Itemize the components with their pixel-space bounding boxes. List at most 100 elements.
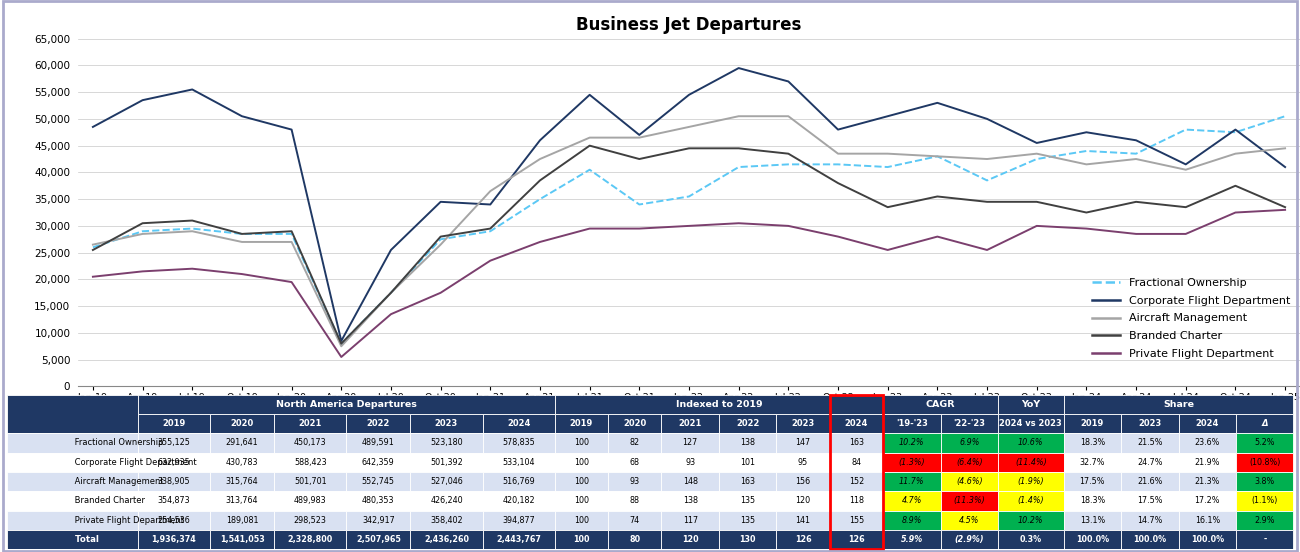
- FancyBboxPatch shape: [1063, 433, 1121, 453]
- Text: North America Departures: North America Departures: [276, 400, 417, 409]
- Text: 1,936,374: 1,936,374: [152, 535, 196, 544]
- Text: 2024 vs 2023: 2024 vs 2023: [1000, 419, 1062, 428]
- Text: 141: 141: [796, 516, 811, 525]
- Text: 95: 95: [798, 458, 809, 467]
- Text: 2.9%: 2.9%: [1254, 516, 1275, 525]
- FancyBboxPatch shape: [211, 491, 274, 511]
- Text: 163: 163: [740, 477, 755, 486]
- FancyBboxPatch shape: [482, 472, 555, 491]
- Text: 394,877: 394,877: [502, 516, 536, 525]
- Text: Indexed to 2019: Indexed to 2019: [676, 400, 762, 409]
- FancyBboxPatch shape: [719, 453, 776, 472]
- FancyBboxPatch shape: [211, 511, 274, 530]
- FancyBboxPatch shape: [274, 511, 346, 530]
- FancyBboxPatch shape: [998, 511, 1063, 530]
- FancyBboxPatch shape: [1121, 511, 1179, 530]
- Text: 155: 155: [849, 516, 864, 525]
- FancyBboxPatch shape: [608, 453, 662, 472]
- Text: 138: 138: [682, 496, 698, 506]
- FancyBboxPatch shape: [662, 472, 719, 491]
- FancyBboxPatch shape: [555, 511, 608, 530]
- Text: 2020: 2020: [230, 419, 254, 428]
- FancyBboxPatch shape: [883, 530, 941, 549]
- FancyBboxPatch shape: [138, 453, 211, 472]
- FancyBboxPatch shape: [719, 491, 776, 511]
- Text: 578,835: 578,835: [502, 438, 536, 448]
- FancyBboxPatch shape: [1063, 414, 1121, 433]
- FancyBboxPatch shape: [998, 395, 1063, 414]
- Text: 8.9%: 8.9%: [902, 516, 922, 525]
- Text: Share: Share: [1164, 400, 1195, 409]
- Text: 358,402: 358,402: [430, 516, 463, 525]
- FancyBboxPatch shape: [482, 433, 555, 453]
- FancyBboxPatch shape: [608, 491, 662, 511]
- Text: 2024: 2024: [845, 419, 868, 428]
- Text: 100: 100: [573, 535, 590, 544]
- FancyBboxPatch shape: [346, 433, 411, 453]
- Text: 4.5%: 4.5%: [959, 516, 979, 525]
- FancyBboxPatch shape: [555, 395, 883, 414]
- FancyBboxPatch shape: [998, 491, 1063, 511]
- Text: Total: Total: [73, 535, 99, 544]
- Text: 338,905: 338,905: [157, 477, 190, 486]
- FancyBboxPatch shape: [608, 472, 662, 491]
- FancyBboxPatch shape: [829, 433, 883, 453]
- FancyBboxPatch shape: [138, 491, 211, 511]
- FancyBboxPatch shape: [608, 433, 662, 453]
- FancyBboxPatch shape: [138, 414, 211, 433]
- Text: 552,745: 552,745: [361, 477, 395, 486]
- FancyBboxPatch shape: [138, 530, 211, 549]
- Text: CAGR: CAGR: [926, 400, 955, 409]
- FancyBboxPatch shape: [6, 530, 138, 549]
- FancyBboxPatch shape: [829, 530, 883, 549]
- FancyBboxPatch shape: [941, 414, 998, 433]
- Text: 430,783: 430,783: [226, 458, 259, 467]
- FancyBboxPatch shape: [662, 433, 719, 453]
- Text: 120: 120: [682, 535, 698, 544]
- Text: 588,423: 588,423: [294, 458, 326, 467]
- Text: 642,359: 642,359: [361, 458, 395, 467]
- Text: 82: 82: [629, 438, 640, 448]
- Text: 21.5%: 21.5%: [1138, 438, 1162, 448]
- FancyBboxPatch shape: [211, 414, 274, 433]
- Text: 18.3%: 18.3%: [1080, 438, 1105, 448]
- FancyBboxPatch shape: [1236, 530, 1294, 549]
- FancyBboxPatch shape: [346, 472, 411, 491]
- Text: 2024: 2024: [507, 419, 530, 428]
- FancyBboxPatch shape: [883, 491, 941, 511]
- FancyBboxPatch shape: [6, 453, 138, 472]
- FancyBboxPatch shape: [274, 414, 346, 433]
- Text: Branded Charter: Branded Charter: [73, 496, 146, 506]
- Text: 480,353: 480,353: [363, 496, 395, 506]
- FancyBboxPatch shape: [1063, 395, 1294, 414]
- FancyBboxPatch shape: [346, 491, 411, 511]
- Text: 13.1%: 13.1%: [1080, 516, 1105, 525]
- FancyBboxPatch shape: [411, 414, 482, 433]
- FancyBboxPatch shape: [776, 530, 829, 549]
- Text: 93: 93: [685, 458, 696, 467]
- Text: 127: 127: [682, 438, 698, 448]
- Text: Δ: Δ: [1261, 419, 1268, 428]
- FancyBboxPatch shape: [555, 472, 608, 491]
- FancyBboxPatch shape: [1063, 511, 1121, 530]
- Text: 80: 80: [629, 535, 641, 544]
- Text: 527,046: 527,046: [430, 477, 463, 486]
- FancyBboxPatch shape: [998, 472, 1063, 491]
- FancyBboxPatch shape: [211, 472, 274, 491]
- FancyBboxPatch shape: [1121, 453, 1179, 472]
- Text: 120: 120: [796, 496, 811, 506]
- FancyBboxPatch shape: [411, 433, 482, 453]
- FancyBboxPatch shape: [482, 453, 555, 472]
- Text: 5.2%: 5.2%: [1254, 438, 1275, 448]
- Text: 2023: 2023: [792, 419, 815, 428]
- Text: 0.3%: 0.3%: [1019, 535, 1041, 544]
- Text: (1.3%): (1.3%): [898, 458, 926, 467]
- FancyBboxPatch shape: [829, 511, 883, 530]
- FancyBboxPatch shape: [776, 491, 829, 511]
- FancyBboxPatch shape: [608, 530, 662, 549]
- Text: 254,536: 254,536: [157, 516, 190, 525]
- FancyBboxPatch shape: [555, 530, 608, 549]
- FancyBboxPatch shape: [662, 453, 719, 472]
- Text: 93: 93: [629, 477, 640, 486]
- FancyBboxPatch shape: [274, 453, 346, 472]
